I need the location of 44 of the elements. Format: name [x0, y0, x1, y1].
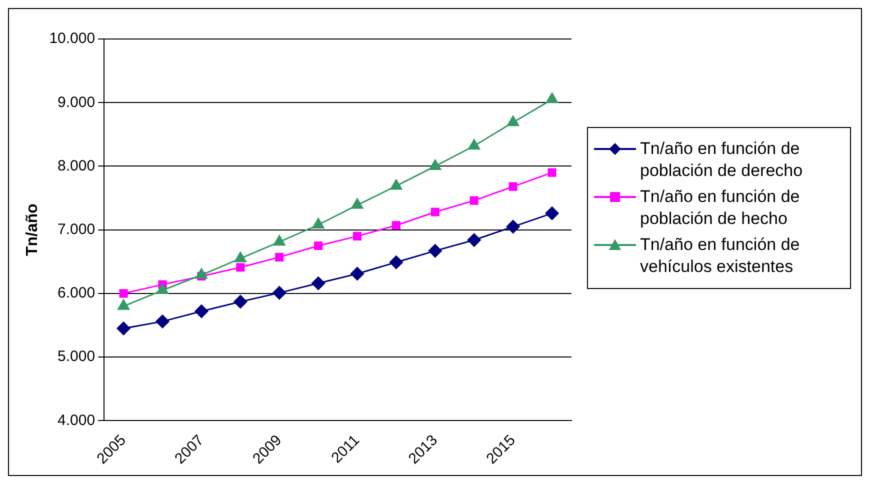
point — [506, 220, 520, 234]
point — [116, 322, 130, 336]
y-tick-label: 8.000 — [58, 157, 96, 174]
y-axis-title: Tn/año — [24, 203, 42, 256]
point — [234, 252, 246, 262]
legend-label: Tn/año en función de población de derecho — [640, 138, 804, 182]
point — [470, 196, 478, 205]
y-tick-label: 5.000 — [58, 348, 96, 366]
point — [312, 218, 324, 228]
point — [275, 252, 284, 262]
point — [428, 244, 442, 258]
point — [507, 116, 520, 126]
point — [467, 233, 481, 247]
point — [392, 221, 401, 230]
point — [156, 284, 168, 294]
y-tick-label: 6.000 — [58, 284, 96, 302]
y-tick-label: 7.000 — [58, 220, 96, 238]
y-tick-label: 4.000 — [58, 412, 96, 429]
point — [312, 276, 326, 290]
point — [156, 314, 170, 328]
y-tick-label: 10.000 — [49, 30, 96, 48]
point — [546, 92, 558, 104]
legend-label: Tn/año en función de población de hecho — [640, 186, 801, 230]
point — [508, 182, 518, 191]
point — [236, 263, 245, 272]
point — [468, 139, 480, 150]
point — [234, 294, 248, 308]
point — [545, 206, 559, 220]
point — [352, 232, 362, 240]
point — [272, 286, 286, 300]
point — [430, 208, 440, 216]
point — [429, 159, 442, 170]
point — [273, 235, 286, 246]
point — [196, 268, 208, 279]
point — [389, 256, 403, 270]
point — [314, 241, 323, 250]
point — [194, 304, 208, 318]
y-tick-label: 9.000 — [58, 94, 96, 111]
legend-label: Tn/año en función de vehículos existentes — [640, 234, 801, 278]
point — [390, 179, 402, 190]
point — [350, 266, 364, 280]
point — [548, 168, 556, 177]
point — [119, 289, 128, 298]
point — [351, 198, 364, 209]
